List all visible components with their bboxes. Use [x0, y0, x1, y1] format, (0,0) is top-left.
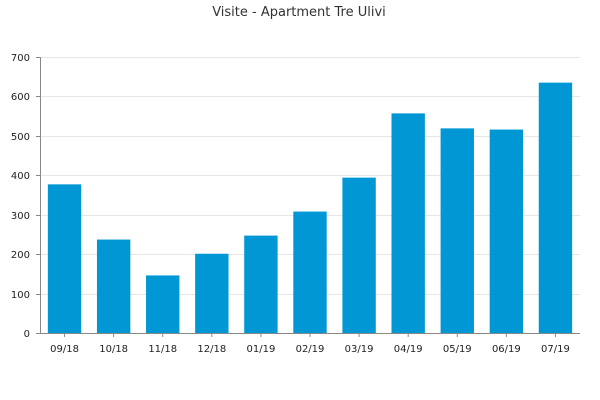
bar — [146, 275, 180, 333]
x-tick-label: 03/19 — [345, 344, 374, 355]
x-tick-label: 04/19 — [394, 344, 423, 355]
bar — [538, 82, 573, 333]
bar — [440, 128, 474, 333]
bar — [489, 129, 524, 333]
y-tick-label: 0 — [24, 329, 30, 340]
x-axis-ticks: 09/18 10/18 11/18 12/18 01/19 02/19 03/19 04/19… — [50, 344, 570, 355]
x-tick-label: 02/19 — [296, 344, 325, 355]
bar — [96, 239, 131, 333]
x-tick-label: 11/18 — [148, 344, 177, 355]
y-tick-label: 100 — [11, 290, 30, 301]
y-tick-label: 700 — [11, 53, 30, 64]
y-tick-label: 200 — [11, 250, 30, 261]
y-axis-ticks: 0 100 200 300 400 500 600 700 — [11, 53, 30, 340]
y-tick-label: 600 — [11, 92, 30, 103]
x-tick-label: 09/18 — [50, 344, 79, 355]
bar — [293, 211, 327, 333]
y-tick-label: 400 — [11, 171, 30, 182]
bar — [391, 113, 425, 333]
x-tick-label: 01/19 — [246, 344, 275, 355]
x-tick-label: 10/18 — [99, 344, 128, 355]
bar — [195, 253, 229, 333]
x-tick-label: 12/18 — [197, 344, 226, 355]
bars — [47, 82, 573, 333]
y-tick-label: 300 — [11, 211, 30, 222]
axes — [36, 57, 580, 337]
chart-title: Visite - Apartment Tre Ulivi — [212, 5, 386, 20]
x-tick-label: 07/19 — [541, 344, 570, 355]
bar — [47, 184, 82, 333]
x-tick-label: 05/19 — [443, 344, 472, 355]
x-tick-label: 06/19 — [492, 344, 521, 355]
bar — [244, 235, 278, 333]
bar — [342, 177, 376, 333]
y-tick-label: 500 — [11, 132, 30, 143]
